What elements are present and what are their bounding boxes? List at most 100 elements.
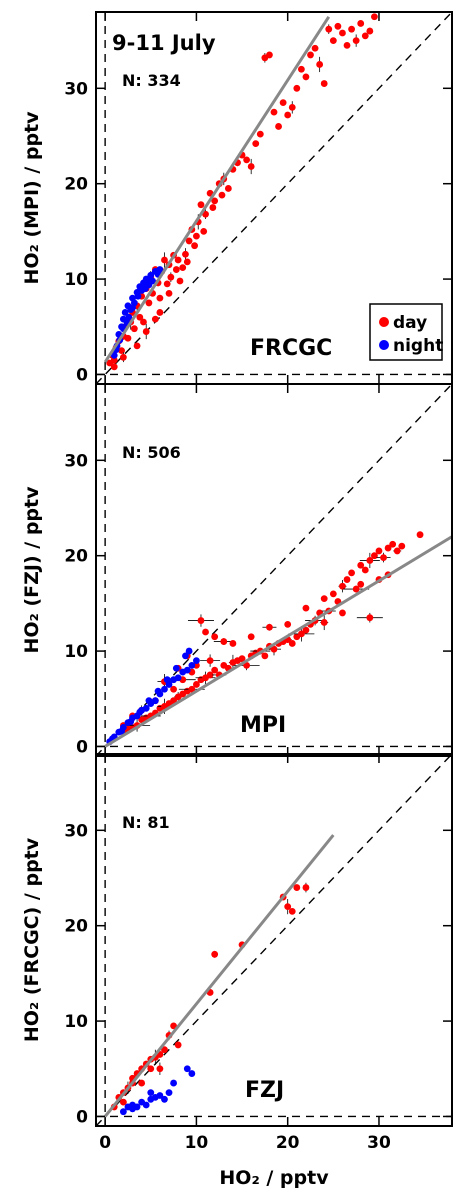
data-point-day <box>339 582 346 590</box>
y-tick-label: 10 <box>64 642 88 662</box>
data-point-day <box>302 884 310 891</box>
data-point-day <box>140 318 147 326</box>
legend-day-label: day <box>393 313 427 333</box>
plot-frame-bottom <box>95 753 453 1127</box>
data-point-day <box>119 353 127 361</box>
data-point-day <box>156 294 164 302</box>
data-point-night <box>147 271 155 279</box>
data-point-night <box>142 1101 150 1109</box>
data-point-day <box>220 638 228 645</box>
data-point-night <box>170 1079 177 1087</box>
y-tick-label: 10 <box>64 1012 88 1032</box>
data-point-day <box>284 111 292 119</box>
data-point-day <box>247 633 255 641</box>
n-count-middle: N: 506 <box>122 443 181 462</box>
n-count-bottom: N: 81 <box>122 813 170 832</box>
data-point-day <box>133 342 141 350</box>
y-tick-label: 20 <box>64 917 88 937</box>
legend-box <box>369 303 443 361</box>
data-point-day <box>297 65 305 73</box>
y-tick-label: 0 <box>76 1107 88 1127</box>
instrument-label-mpi: MPI <box>240 713 286 738</box>
data-point-day <box>284 620 292 628</box>
data-point-day <box>275 123 282 130</box>
data-point-night <box>188 1070 196 1077</box>
data-point-night <box>163 676 171 684</box>
data-point-night <box>119 1108 127 1116</box>
data-point-day <box>334 22 342 30</box>
legend-night-label: night <box>393 336 443 356</box>
data-point-day <box>352 37 360 45</box>
data-point-day <box>416 531 424 539</box>
data-point-night <box>188 661 196 669</box>
data-point-night <box>110 351 118 359</box>
data-point-day <box>130 325 138 333</box>
data-point-night <box>174 674 182 682</box>
data-point-day <box>266 623 273 631</box>
data-point-night <box>183 1065 191 1073</box>
data-point-day <box>110 356 118 364</box>
data-point-day <box>343 576 351 583</box>
data-point-day <box>206 657 214 665</box>
data-point-day <box>302 626 310 634</box>
data-point-day <box>320 80 328 87</box>
data-point-day <box>224 185 232 192</box>
data-point-day <box>357 561 365 569</box>
data-point-night <box>183 666 191 674</box>
data-point-day <box>206 671 214 679</box>
data-point-night <box>156 1092 164 1099</box>
data-point-day <box>343 41 351 49</box>
data-point-day <box>211 666 219 674</box>
y-tick-label: 0 <box>76 737 88 757</box>
data-point-day <box>188 685 196 693</box>
data-point-day <box>375 547 383 555</box>
data-point-night <box>182 652 189 660</box>
y-tick-label: 20 <box>64 175 88 195</box>
data-point-day <box>284 903 292 911</box>
data-point-day <box>193 232 200 240</box>
data-point-day <box>389 540 397 548</box>
data-point-day <box>211 197 219 205</box>
x-axis-label: HO₂ / pptv <box>219 1167 329 1189</box>
x-tick-label: 10 <box>185 1133 209 1153</box>
data-point-day <box>136 313 144 321</box>
n-count-top: N: 334 <box>122 71 181 90</box>
data-point-day <box>229 640 237 647</box>
data-point-day <box>288 103 296 111</box>
data-point-night <box>151 697 159 705</box>
panel-top: HO₂ (MPI) / pptv FRCGC N: 334 9-11 July … <box>21 11 453 385</box>
plot-frame-middle <box>95 383 453 757</box>
data-point-day <box>179 264 187 272</box>
y-tick-label: 20 <box>64 547 88 567</box>
legend-night-marker <box>379 340 389 350</box>
data-point-day <box>211 950 219 958</box>
data-point-day <box>297 630 305 638</box>
data-point-day <box>252 140 260 148</box>
data-point-day <box>270 108 278 116</box>
data-point-day <box>170 685 177 693</box>
data-point-night <box>134 292 142 300</box>
data-point-night <box>193 657 200 665</box>
data-point-day <box>398 542 406 550</box>
data-point-day <box>161 1046 168 1054</box>
data-point-day <box>151 315 159 323</box>
data-point-day <box>307 51 314 59</box>
data-point-day <box>191 242 198 250</box>
data-point-night <box>129 304 136 312</box>
y-axis-label-middle: HO₂ (FZJ) / pptv <box>21 486 43 654</box>
legend-day-marker <box>379 317 389 327</box>
data-point-day <box>348 25 355 33</box>
instrument-label-frcgc: FRCGC <box>250 336 332 361</box>
y-tick-label: 0 <box>76 365 88 385</box>
data-point-night <box>121 309 129 316</box>
data-point-day <box>218 191 226 199</box>
data-point-day <box>243 156 251 164</box>
data-point-day <box>361 32 369 40</box>
data-point-day <box>266 51 273 59</box>
data-point-day <box>167 273 175 281</box>
x-tick-label: 30 <box>367 1133 391 1153</box>
data-point-day <box>118 347 125 355</box>
data-point-day <box>339 29 346 37</box>
figure-title: 9-11 July <box>112 31 216 55</box>
data-point-day <box>185 237 193 245</box>
